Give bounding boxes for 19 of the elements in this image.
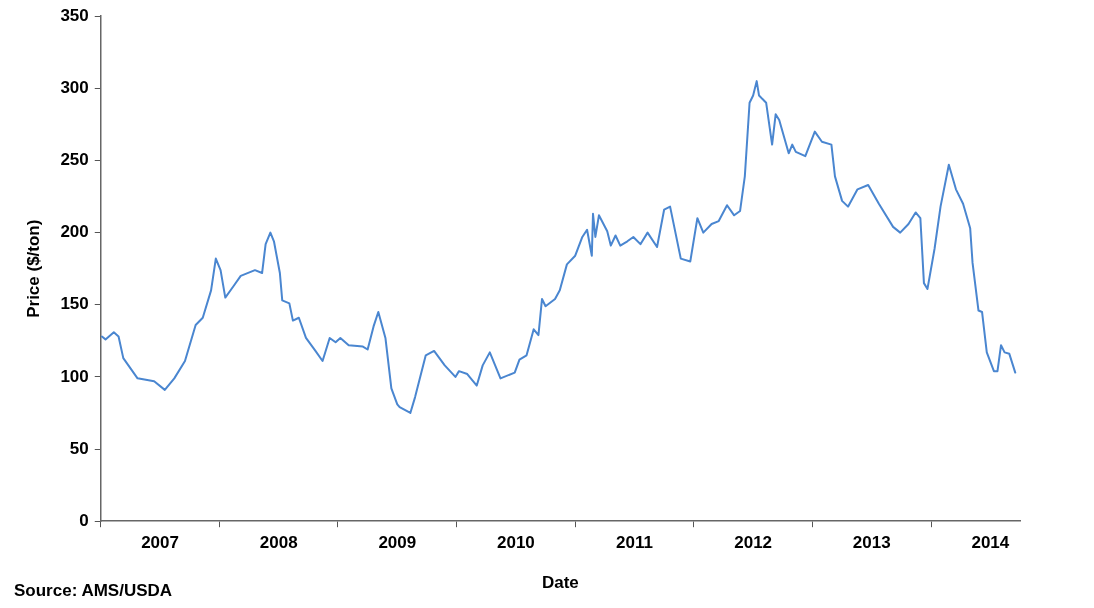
- x-tick-label: 2012: [734, 533, 773, 553]
- x-tick-label: 2009: [378, 533, 417, 553]
- x-tick-label: 2011: [616, 533, 653, 553]
- y-tick-label: 50: [69, 438, 89, 458]
- x-tick-label: 2008: [259, 533, 298, 553]
- x-tick-label: 2014: [971, 533, 1010, 553]
- y-tick-label: 0: [79, 510, 89, 530]
- x-axis-title: Date: [541, 573, 579, 593]
- y-tick-label: 200: [60, 222, 89, 242]
- x-tick-label: 2007: [141, 533, 179, 553]
- source-note: Source: AMS/USDA: [14, 581, 173, 601]
- y-tick-label: 300: [60, 78, 89, 98]
- y-tick-label: 150: [60, 294, 89, 314]
- x-tick-label: 2013: [852, 533, 891, 553]
- y-tick-label: 100: [60, 366, 89, 386]
- x-tick-label: 2010: [496, 533, 535, 553]
- y-tick-label: 350: [60, 5, 89, 25]
- y-tick-label: 250: [60, 150, 89, 170]
- y-axis-title: Price ($/ton): [23, 219, 43, 318]
